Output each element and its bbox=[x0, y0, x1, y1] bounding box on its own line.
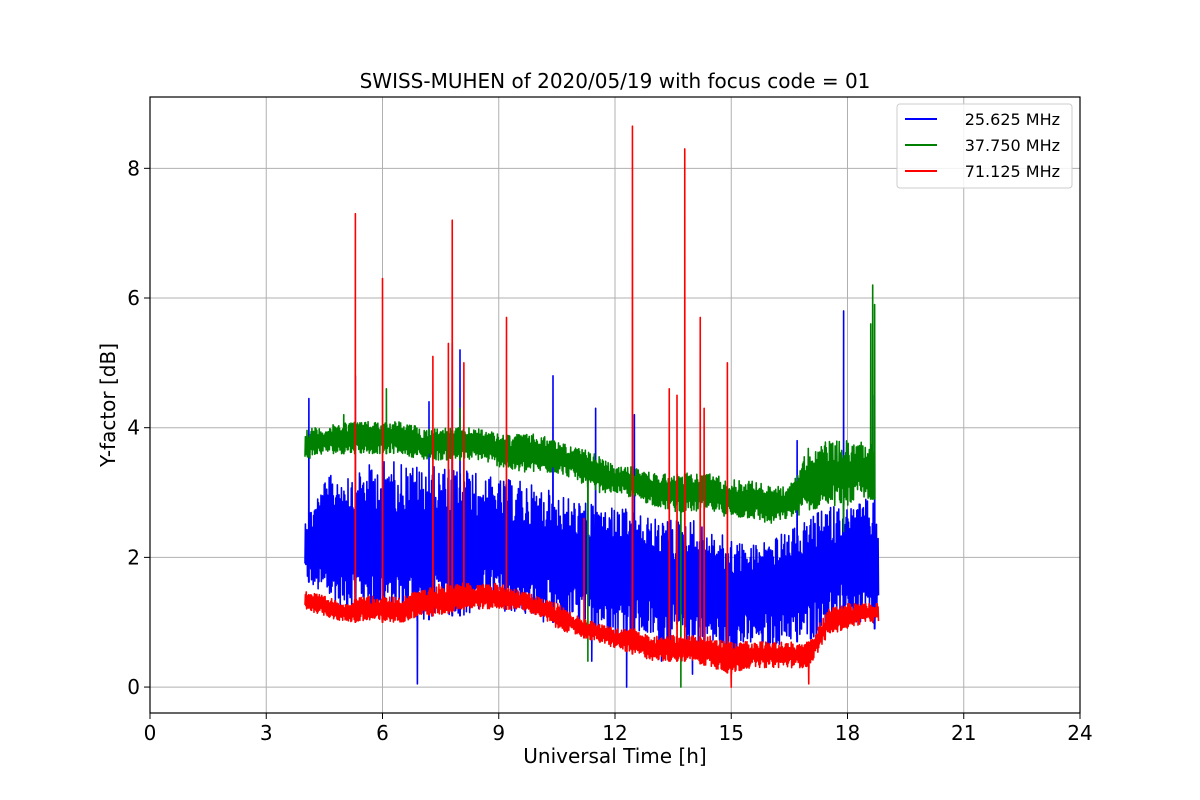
x-tick-label: 12 bbox=[602, 721, 627, 745]
legend-label: 37.750 MHz bbox=[965, 136, 1060, 155]
y-tick-label: 8 bbox=[127, 156, 140, 180]
y-tick-label: 2 bbox=[127, 545, 140, 569]
x-tick-label: 6 bbox=[376, 721, 389, 745]
series-lines bbox=[304, 125, 880, 688]
legend: 25.625 MHz 37.750 MHz 71.125 MHz bbox=[896, 103, 1073, 189]
x-tick-label: 18 bbox=[835, 721, 860, 745]
y-tick-label: 0 bbox=[127, 675, 140, 699]
legend-label: 25.625 MHz bbox=[965, 110, 1060, 129]
x-tick-label: 21 bbox=[951, 721, 976, 745]
legend-box bbox=[896, 103, 1073, 189]
legend-label: 71.125 MHz bbox=[965, 162, 1060, 181]
x-tick-label: 9 bbox=[492, 721, 505, 745]
x-tick-label: 3 bbox=[260, 721, 273, 745]
x-tick-label: 24 bbox=[1067, 721, 1092, 745]
y-tick-label: 4 bbox=[127, 416, 140, 440]
series-line-3 bbox=[304, 125, 880, 688]
x-axis-label: Universal Time [h] bbox=[523, 744, 706, 768]
chart-title: SWISS-MUHEN of 2020/05/19 with focus cod… bbox=[360, 69, 871, 93]
x-tick-label: 0 bbox=[144, 721, 157, 745]
series-line-2 bbox=[304, 284, 876, 688]
y-tick-label: 6 bbox=[127, 286, 140, 310]
y-axis-label: Y-factor [dB] bbox=[96, 343, 120, 468]
x-tick-label: 15 bbox=[719, 721, 744, 745]
